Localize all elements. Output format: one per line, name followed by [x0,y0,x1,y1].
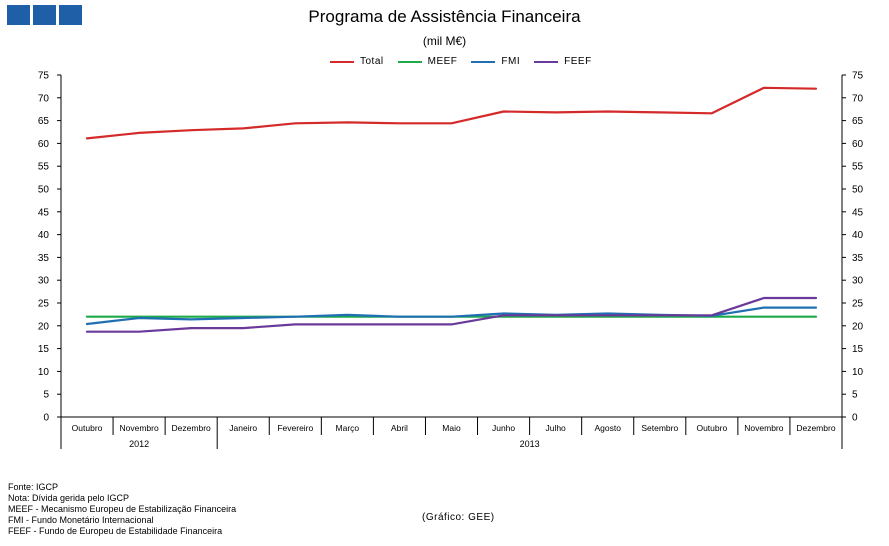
x-tick-label: Setembro [641,423,678,433]
y-tick-label-right: 0 [852,413,858,424]
x-tick-label: Novembro [119,423,158,433]
y-tick-label-right: 65 [852,116,864,127]
y-tick-label-right: 60 [852,139,864,150]
y-tick-label-left: 45 [38,207,50,218]
note-line: FMI - Fundo Monetário Internacional [8,515,154,525]
x-tick-label: Outubro [696,423,727,433]
logo [7,5,82,25]
y-tick-label-left: 35 [38,253,50,264]
footer-notes: Fonte: IGCP Nota: Dívida gerida pelo IGC… [8,482,236,537]
year-label: 2012 [129,439,149,449]
x-tick-label: Outubro [72,423,103,433]
legend-label: Total [360,56,384,67]
y-tick-label-right: 45 [852,207,864,218]
legend-label: FEEF [564,56,592,67]
y-tick-label-left: 65 [38,116,50,127]
x-tick-label: Maio [442,423,461,433]
x-tick-label: Dezembro [172,423,211,433]
x-tick-label: Abril [391,423,408,433]
legend-item-fmi: FMI [471,56,520,67]
x-tick-label: Junho [492,423,515,433]
y-tick-label-right: 20 [852,321,864,332]
y-tick-label-left: 0 [43,413,49,424]
series-line-total [85,86,818,140]
y-tick-label-right: 70 [852,93,864,104]
y-tick-label-left: 25 [38,299,50,310]
note-line: Fonte: IGCP [8,482,59,492]
note-line: MEEF - Mecanismo Europeu de Estabilizaçã… [8,504,237,514]
y-tick-label-left: 55 [38,162,50,173]
note-line: Nota: Dívida gerida pelo IGCP [8,493,130,503]
y-tick-label-right: 55 [852,162,864,173]
y-tick-label-right: 50 [852,185,864,196]
y-tick-label-right: 10 [852,367,864,378]
chart-credit: (Gráfico: GEE) [422,512,495,523]
x-tick-label: Março [336,423,360,433]
x-tick-label: Dezembro [796,423,835,433]
y-tick-label-left: 5 [43,390,49,401]
x-tick-label: Agosto [594,423,621,433]
y-tick-label-left: 50 [38,185,50,196]
logo-square [59,5,82,25]
legend-item-feef: FEEF [534,56,592,67]
y-tick-label-right: 30 [852,276,864,287]
x-tick-label: Fevereiro [277,423,313,433]
legend-item-meef: MEEF [397,56,458,67]
chart-title: Programa de Assistência Financeira [308,7,581,26]
chart-subtitle: (mil M€) [422,34,467,48]
series-line-feef [85,296,818,333]
y-tick-label-left: 15 [38,344,50,355]
y-tick-label-right: 35 [852,253,864,264]
y-tick-label-right: 75 [852,71,864,82]
y-tick-label-right: 25 [852,299,864,310]
legend-swatch [471,60,496,63]
y-tick-label-right: 15 [852,344,864,355]
y-tick-label-left: 40 [38,230,50,241]
y-tick-label-right: 40 [852,230,864,241]
legend-label: FMI [501,56,521,67]
x-tick-label: Julho [545,423,566,433]
x-tick-label: Novembro [744,423,783,433]
legend-swatch [330,60,354,63]
y-tick-label-left: 30 [38,276,50,287]
y-tick-label-right: 5 [852,390,858,401]
y-tick-label-left: 20 [38,321,50,332]
legend-swatch [534,60,559,63]
logo-square [33,5,56,25]
legend-label: MEEF [427,56,458,67]
y-tick-label-left: 10 [38,367,50,378]
y-tick-label-left: 60 [38,139,50,150]
note-line: FEEF - Fundo de Europeu de Estabilidade … [8,526,223,536]
logo-square [7,5,30,25]
y-tick-label-left: 75 [38,71,50,82]
x-tick-label: Janeiro [229,423,257,433]
legend-item-total: Total [330,56,384,67]
chart-legend: Total MEEF FMI FEEF [330,56,592,67]
year-label: 2013 [520,439,540,449]
legend-swatch [397,60,422,63]
y-tick-label-left: 70 [38,93,50,104]
